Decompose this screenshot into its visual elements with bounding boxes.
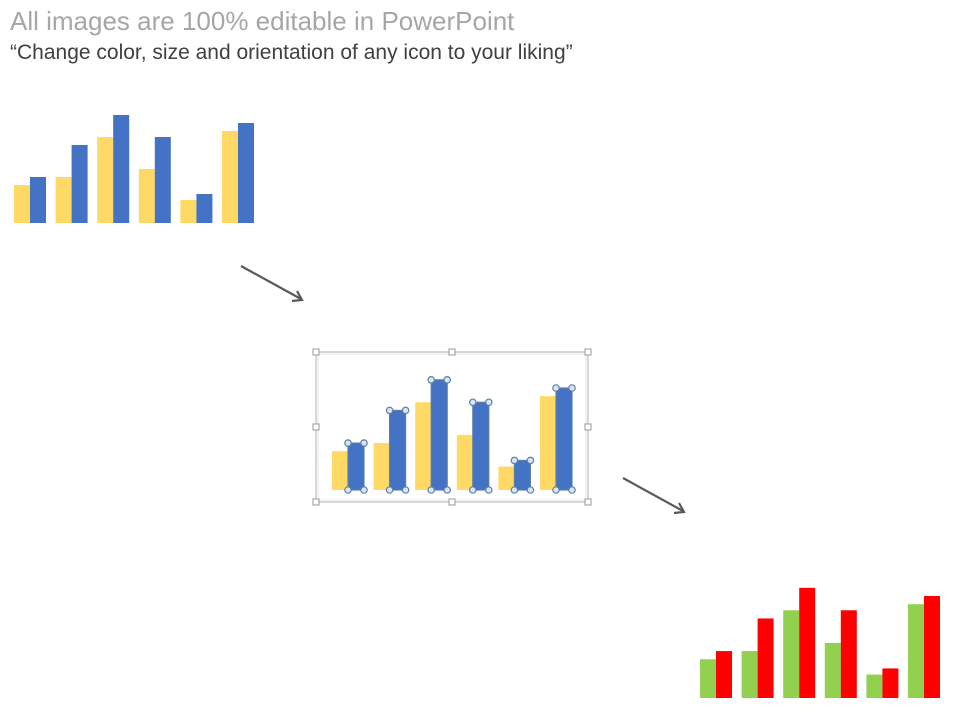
bar-series-b (30, 177, 46, 223)
bar-series-a (222, 131, 238, 223)
selection-handle-icon[interactable] (360, 439, 368, 447)
selected-bar-chart-icon[interactable] (300, 340, 600, 510)
bar-series-b (71, 145, 88, 223)
bar-series-a (332, 451, 348, 490)
resize-handle-icon[interactable] (448, 498, 456, 506)
bar-series-b (757, 618, 774, 698)
bar-series-b (799, 587, 816, 698)
selection-handle-icon[interactable] (443, 486, 452, 494)
bar-series-b (840, 610, 857, 698)
resize-handle-icon[interactable] (584, 498, 592, 506)
bar-series-b (430, 379, 448, 491)
selection-handle-icon[interactable] (401, 486, 410, 494)
selection-handle-icon[interactable] (510, 486, 519, 494)
selection-handle-icon[interactable] (552, 384, 560, 392)
selection-handle-icon[interactable] (427, 376, 436, 384)
selection-handle-icon[interactable] (485, 486, 493, 494)
bar-series-a (180, 200, 197, 223)
bar-series-a (456, 434, 473, 490)
bar-series-b (472, 401, 490, 491)
page-subtitle: “Change color, size and orientation of a… (10, 41, 573, 64)
selection-handle-icon[interactable] (485, 398, 493, 407)
bar-series-b (347, 442, 365, 491)
selection-handle-icon[interactable] (443, 376, 452, 384)
selection-handle-icon[interactable] (427, 486, 436, 494)
selection-handle-icon[interactable] (469, 398, 477, 407)
selection-handle-icon[interactable] (344, 486, 352, 494)
selection-handle-icon[interactable] (360, 486, 368, 494)
bar-series-b (238, 123, 254, 223)
bar-series-b (882, 668, 899, 698)
bar-series-b (154, 137, 171, 223)
bar-series-a (866, 674, 883, 698)
arrow-down-right-icon (240, 265, 304, 303)
resize-handle-icon[interactable] (312, 423, 320, 431)
selection-handle-icon[interactable] (344, 439, 352, 447)
selection-handle-icon[interactable] (526, 486, 535, 494)
selection-handle-icon[interactable] (552, 486, 560, 494)
selection-handle-icon[interactable] (401, 406, 410, 415)
resize-handle-icon[interactable] (312, 498, 320, 506)
bar-series-a (14, 185, 30, 223)
selection-handle-icon[interactable] (385, 406, 394, 415)
bar-series-b (513, 459, 531, 491)
selection-handle-icon[interactable] (568, 384, 576, 392)
bar-series-b (924, 596, 940, 698)
resize-handle-icon[interactable] (584, 348, 592, 356)
bar-series-b (196, 194, 213, 223)
bar-series-b (716, 651, 732, 698)
bar-series-a (498, 466, 515, 490)
resize-handle-icon[interactable] (312, 348, 320, 356)
recolored-bar-chart-icon[interactable] (690, 575, 950, 705)
selection-handle-icon[interactable] (385, 486, 394, 494)
bar-series-b (113, 115, 130, 223)
page-title: All images are 100% editable in PowerPoi… (10, 6, 515, 36)
bar-series-a (55, 177, 72, 223)
bar-series-a (540, 396, 556, 490)
bar-series-a (373, 443, 390, 490)
bar-series-b (555, 387, 573, 491)
bar-series-a (824, 642, 841, 698)
selection-handle-icon[interactable] (510, 456, 519, 465)
bar-series-a (700, 659, 716, 698)
bar-series-a (741, 651, 758, 698)
selection-handle-icon[interactable] (568, 486, 576, 494)
bar-series-a (97, 137, 114, 223)
selection-handle-icon[interactable] (469, 486, 477, 494)
resize-handle-icon[interactable] (448, 348, 456, 356)
bar-series-a (415, 402, 432, 490)
arrow-down-right-icon (622, 477, 686, 515)
bar-series-b (388, 409, 407, 491)
original-bar-chart-icon[interactable] (0, 100, 270, 230)
bar-series-a (908, 604, 924, 698)
bar-series-a (138, 169, 155, 223)
resize-handle-icon[interactable] (584, 423, 592, 431)
bar-series-a (783, 610, 800, 698)
selection-handle-icon[interactable] (526, 456, 535, 465)
